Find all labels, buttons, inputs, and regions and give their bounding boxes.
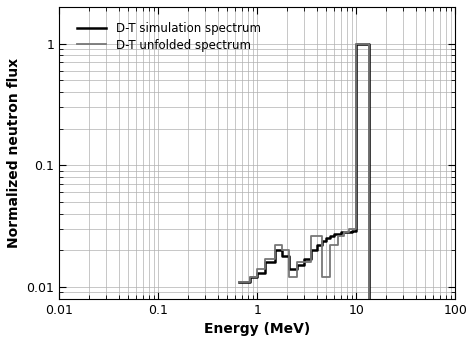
D-T unfolded spectrum <box>280 248 285 252</box>
X-axis label: Energy (MeV): Energy (MeV) <box>204 322 310 336</box>
Line: D-T simulation spectrum: D-T simulation spectrum <box>239 44 386 343</box>
D-T simulation spectrum <box>338 230 344 235</box>
D-T simulation spectrum <box>349 230 355 235</box>
D-T simulation spectrum <box>236 280 242 284</box>
D-T unfolded spectrum <box>294 275 300 279</box>
D-T unfolded spectrum <box>341 230 346 235</box>
D-T simulation spectrum <box>319 243 325 247</box>
D-T simulation spectrum <box>247 280 253 284</box>
D-T unfolded spectrum <box>272 243 277 247</box>
D-T simulation spectrum <box>308 248 314 252</box>
D-T simulation spectrum <box>301 263 307 268</box>
D-T unfolded spectrum <box>262 267 268 271</box>
D-T simulation spectrum <box>328 236 333 240</box>
D-T unfolded spectrum <box>255 267 260 271</box>
D-T simulation spectrum <box>319 238 325 243</box>
D-T simulation spectrum <box>328 234 333 238</box>
D-T unfolded spectrum <box>272 257 277 261</box>
D-T unfolded spectrum <box>328 275 333 279</box>
D-T simulation spectrum <box>255 275 260 279</box>
D-T simulation spectrum <box>262 271 268 275</box>
D-T simulation spectrum <box>286 267 292 271</box>
D-T simulation spectrum <box>324 238 329 243</box>
D-T simulation spectrum <box>324 236 329 240</box>
D-T unfolded spectrum <box>335 243 340 247</box>
D-T simulation spectrum <box>314 248 319 252</box>
D-T simulation spectrum <box>301 257 307 261</box>
D-T unfolded spectrum <box>308 234 314 238</box>
D-T simulation spectrum <box>262 260 268 264</box>
D-T unfolded spectrum <box>366 42 372 46</box>
Y-axis label: Normalized neutron flux: Normalized neutron flux <box>7 58 21 248</box>
D-T simulation spectrum <box>366 42 372 46</box>
D-T simulation spectrum <box>280 254 285 258</box>
D-T unfolded spectrum <box>286 248 292 252</box>
D-T unfolded spectrum <box>236 280 242 284</box>
D-T simulation spectrum <box>353 42 359 46</box>
D-T unfolded spectrum <box>280 243 285 247</box>
D-T unfolded spectrum <box>341 234 346 238</box>
D-T simulation spectrum <box>353 228 359 233</box>
D-T unfolded spectrum <box>353 42 359 46</box>
D-T simulation spectrum <box>331 232 337 236</box>
D-T unfolded spectrum <box>346 230 352 235</box>
D-T simulation spectrum <box>286 254 292 258</box>
D-T unfolded spectrum <box>247 275 253 279</box>
D-T unfolded spectrum <box>247 280 253 284</box>
D-T simulation spectrum <box>344 230 349 235</box>
D-T simulation spectrum <box>331 234 337 238</box>
D-T unfolded spectrum <box>308 260 314 264</box>
D-T unfolded spectrum <box>319 275 325 279</box>
D-T unfolded spectrum <box>346 227 352 231</box>
D-T unfolded spectrum <box>255 275 260 279</box>
D-T unfolded spectrum <box>335 234 340 238</box>
D-T simulation spectrum <box>272 260 277 264</box>
D-T unfolded spectrum <box>328 243 333 247</box>
D-T simulation spectrum <box>294 263 300 268</box>
D-T unfolded spectrum <box>319 234 325 238</box>
D-T unfolded spectrum <box>262 257 268 261</box>
D-T simulation spectrum <box>308 257 314 261</box>
Legend: D-T simulation spectrum, D-T unfolded spectrum: D-T simulation spectrum, D-T unfolded sp… <box>73 19 264 55</box>
D-T simulation spectrum <box>247 275 253 279</box>
D-T simulation spectrum <box>280 248 285 252</box>
Line: D-T unfolded spectrum: D-T unfolded spectrum <box>239 44 386 343</box>
D-T simulation spectrum <box>255 271 260 275</box>
D-T simulation spectrum <box>294 267 300 271</box>
D-T simulation spectrum <box>344 230 349 235</box>
D-T simulation spectrum <box>349 228 355 233</box>
D-T unfolded spectrum <box>286 275 292 279</box>
D-T simulation spectrum <box>338 232 344 236</box>
D-T simulation spectrum <box>272 248 277 252</box>
D-T unfolded spectrum <box>294 260 300 264</box>
D-T simulation spectrum <box>314 243 319 247</box>
D-T unfolded spectrum <box>353 227 359 231</box>
